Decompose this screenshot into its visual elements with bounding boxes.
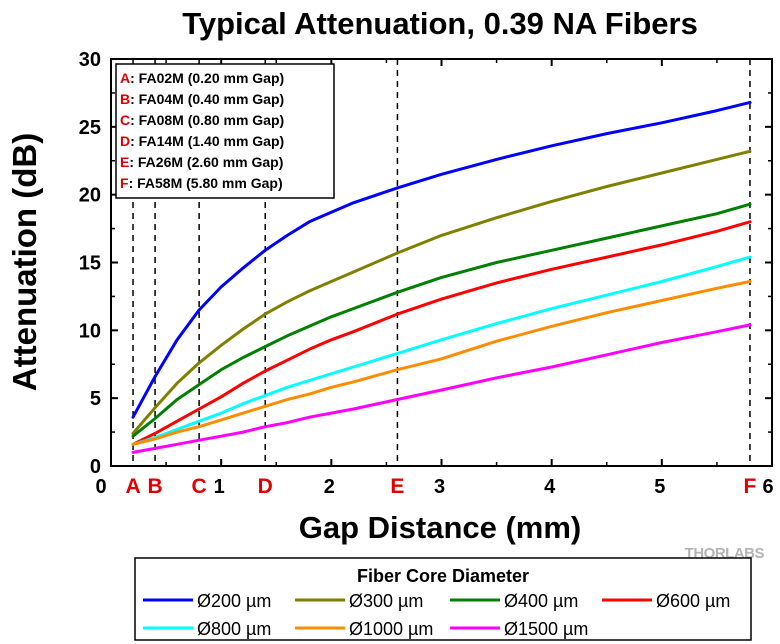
legend-title: Fiber Core Diameter <box>357 566 529 586</box>
marker-legend-letter: D <box>120 133 130 149</box>
marker-legend-text: : FA14M (1.40 mm Gap) <box>130 133 284 149</box>
marker-legend-letter: B <box>120 91 130 107</box>
legend-label-6: Ø1500 µm <box>504 619 588 639</box>
marker-legend: A: FA02M (0.20 mm Gap)B: FA04M (0.40 mm … <box>115 63 335 199</box>
legend-label-4: Ø800 µm <box>197 619 271 639</box>
series-line-5 <box>131 280 752 446</box>
series-line-1 <box>131 149 752 435</box>
marker-legend-text: : FA08M (0.80 mm Gap) <box>130 112 284 128</box>
legend-label-3: Ø600 µm <box>656 591 730 611</box>
marker-legend-letter: A <box>120 70 130 86</box>
chart-title: Typical Attenuation, 0.39 NA Fibers <box>182 6 698 41</box>
x-axis-label: Gap Distance (mm) <box>299 510 582 545</box>
y-axis-label: Attenuation (dB) <box>6 133 43 391</box>
marker-letter-d: D <box>258 475 273 498</box>
x-tick-label: 6 <box>762 476 773 498</box>
y-tick-label: 25 <box>79 117 101 139</box>
y-tick-label: 30 <box>79 49 101 71</box>
marker-legend-entry: B: FA04M (0.40 mm Gap) <box>120 91 284 107</box>
marker-legend-entry: C: FA08M (0.80 mm Gap) <box>120 112 284 128</box>
series-line-6 <box>131 323 752 454</box>
x-tick-label: 5 <box>654 476 665 498</box>
legend-label-1: Ø300 µm <box>349 591 423 611</box>
marker-legend-frame <box>115 63 335 199</box>
series-legend: Fiber Core Diameter Ø200 µm Ø300 µm Ø400 µ… <box>134 557 752 641</box>
marker-letter-e: E <box>390 475 404 498</box>
marker-legend-entry: D: FA14M (1.40 mm Gap) <box>120 133 284 149</box>
marker-legend-text: : FA04M (0.40 mm Gap) <box>130 91 284 107</box>
marker-letter-c: C <box>192 475 207 498</box>
marker-legend-entry: E: FA26M (2.60 mm Gap) <box>120 154 283 170</box>
series-line-0 <box>131 100 752 419</box>
marker-legend-text: : FA02M (0.20 mm Gap) <box>130 70 284 86</box>
legend-label-5: Ø1000 µm <box>349 619 433 639</box>
series-line-2 <box>131 202 752 438</box>
y-tick-label: 20 <box>79 185 101 207</box>
marker-legend-letter: C <box>120 112 130 128</box>
series-line-4 <box>131 255 752 446</box>
x-tick-label: 3 <box>434 476 445 498</box>
marker-legend-entry: F: FA58M (5.80 mm Gap) <box>120 175 283 191</box>
x-tick-label: 1 <box>214 476 225 498</box>
marker-letter-f: F <box>744 475 757 498</box>
marker-legend-letter: E <box>120 154 129 170</box>
marker-legend-letter: F <box>120 175 129 191</box>
legend-label-0: Ø200 µm <box>197 591 271 611</box>
y-tick-label: 0 <box>90 456 101 478</box>
marker-letter-a: A <box>125 475 140 498</box>
y-tick-label: 5 <box>90 388 101 410</box>
x-tick-label: 4 <box>544 476 556 498</box>
y-tick-label: 15 <box>79 253 101 275</box>
legend-label-2: Ø400 µm <box>504 591 578 611</box>
marker-legend-text: : FA58M (5.80 mm Gap) <box>129 175 283 191</box>
x-tick-label: 2 <box>324 476 335 498</box>
series-line-3 <box>131 220 752 446</box>
marker-legend-entry: A: FA02M (0.20 mm Gap) <box>120 70 284 86</box>
x-tick-label: 0 <box>95 476 106 498</box>
marker-legend-text: : FA26M (2.60 mm Gap) <box>129 154 283 170</box>
marker-letter-b: B <box>147 475 162 498</box>
y-tick-label: 10 <box>79 320 101 342</box>
